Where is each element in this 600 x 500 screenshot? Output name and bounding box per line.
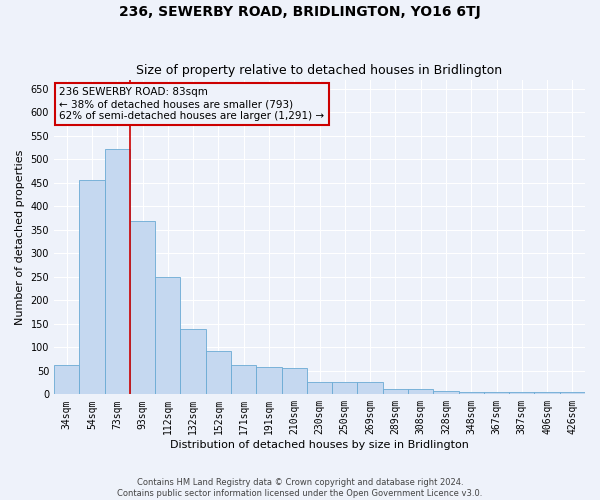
Bar bbox=[231, 364, 256, 394]
X-axis label: Distribution of detached houses by size in Bridlington: Distribution of detached houses by size … bbox=[170, 440, 469, 450]
Text: 236 SEWERBY ROAD: 83sqm
← 38% of detached houses are smaller (793)
62% of semi-d: 236 SEWERBY ROAD: 83sqm ← 38% of detache… bbox=[59, 88, 325, 120]
Bar bbox=[484, 392, 509, 394]
Bar bbox=[509, 392, 535, 394]
Bar bbox=[307, 382, 332, 394]
Bar bbox=[281, 368, 307, 394]
Text: Contains HM Land Registry data © Crown copyright and database right 2024.
Contai: Contains HM Land Registry data © Crown c… bbox=[118, 478, 482, 498]
Bar bbox=[54, 364, 79, 394]
Bar bbox=[535, 392, 560, 394]
Bar bbox=[408, 389, 433, 394]
Y-axis label: Number of detached properties: Number of detached properties bbox=[15, 150, 25, 324]
Bar bbox=[181, 328, 206, 394]
Bar bbox=[206, 350, 231, 395]
Bar bbox=[332, 382, 358, 394]
Bar bbox=[358, 382, 383, 394]
Title: Size of property relative to detached houses in Bridlington: Size of property relative to detached ho… bbox=[136, 64, 503, 77]
Bar bbox=[383, 389, 408, 394]
Bar bbox=[433, 390, 458, 394]
Bar bbox=[155, 277, 181, 394]
Bar bbox=[130, 220, 155, 394]
Bar bbox=[458, 392, 484, 394]
Bar bbox=[256, 367, 281, 394]
Bar bbox=[560, 392, 585, 394]
Bar bbox=[104, 149, 130, 394]
Bar bbox=[79, 180, 104, 394]
Text: 236, SEWERBY ROAD, BRIDLINGTON, YO16 6TJ: 236, SEWERBY ROAD, BRIDLINGTON, YO16 6TJ bbox=[119, 5, 481, 19]
